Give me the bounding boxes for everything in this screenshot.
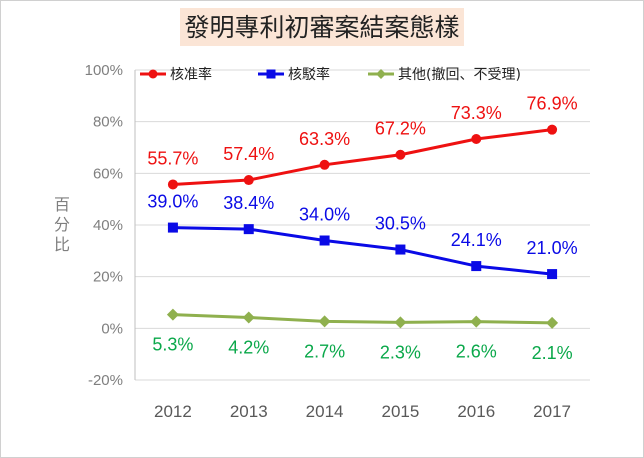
legend-marker-approval: [148, 69, 158, 79]
data-point-rejection: [395, 244, 406, 255]
x-tick-label: 2013: [230, 402, 268, 421]
data-label-approval: 67.2%: [375, 119, 426, 139]
y-tick-label: 40%: [93, 217, 123, 234]
data-label-other: 2.6%: [456, 342, 497, 362]
data-point-rejection: [243, 224, 254, 235]
y-axis-label-char: 分: [54, 215, 70, 234]
data-label-other: 5.3%: [152, 335, 193, 355]
data-point-rejection: [471, 261, 482, 272]
series-line-approval: [172, 128, 553, 186]
axes: -20% 0% 20% 40% 60% 80% 100% 2012 2013 2014 2015 20…: [85, 62, 571, 421]
data-point-rejection: [319, 235, 330, 246]
data-point-rejection: [547, 269, 558, 280]
x-tick-label: 2015: [382, 402, 420, 421]
legend-label-other: 其他(撤回、不受理): [398, 67, 521, 83]
legend-label-approval: 核准率: [170, 66, 212, 83]
data-point-approval: [395, 149, 406, 160]
chart-title-background: [180, 8, 464, 46]
legend-marker-other: [376, 69, 386, 79]
data-label-rejection: 30.5%: [375, 214, 426, 234]
data-label-other: 4.2%: [228, 337, 269, 357]
data-point-other: [242, 311, 255, 324]
data-label-approval: 73.3%: [451, 103, 502, 123]
chart-title-group: 發明專利初審案結案態樣: [180, 8, 464, 46]
legend: 核准率 核駁率 其他(撤回、不受理): [140, 66, 521, 83]
y-tick-label: 20%: [93, 269, 123, 286]
data-label-rejection: 21.0%: [527, 238, 578, 258]
y-tick-label: 0%: [101, 320, 123, 337]
data-point-approval: [243, 175, 254, 186]
data-point-approval: [471, 133, 482, 144]
data-point-other: [166, 308, 179, 321]
data-label-approval: 57.4%: [223, 144, 274, 164]
y-tick-label: 100%: [85, 62, 123, 79]
legend-label-rejection: 核駁率: [288, 66, 330, 83]
x-tick-label: 2012: [154, 402, 192, 421]
data-label-other: 2.1%: [532, 343, 573, 363]
data-point-other: [470, 315, 483, 328]
data-label-rejection: 38.4%: [223, 193, 274, 213]
y-axis-label-char: 百: [54, 195, 70, 214]
data-point-other: [394, 316, 407, 329]
series-line-other: [172, 313, 553, 325]
y-tick-label: 80%: [93, 114, 123, 131]
data-point-rejection: [167, 222, 178, 233]
x-tick-label: 2017: [533, 402, 571, 421]
chart-title: 發明專利初審案結案態樣: [184, 13, 459, 42]
data-label-approval: 55.7%: [147, 148, 198, 168]
y-tick-label: -20%: [88, 372, 123, 389]
legend-marker-rejection: [266, 69, 276, 79]
y-tick-label: 60%: [93, 165, 123, 182]
data-point-other: [546, 316, 559, 329]
series-line-rejection: [172, 226, 553, 276]
data-label-other: 2.3%: [380, 342, 421, 362]
y-axis-label: 百分比: [54, 195, 70, 254]
data-point-approval: [319, 159, 330, 170]
data-point-approval: [167, 179, 178, 190]
data-label-rejection: 39.0%: [147, 192, 198, 212]
data-label-approval: 63.3%: [299, 129, 350, 149]
series-layer: 55.7% 57.4% 63.3% 67.2% 73.3% 76.9% 39.0% 38.4%…: [147, 94, 577, 363]
data-label-rejection: 24.1%: [451, 230, 502, 250]
data-point-approval: [547, 124, 558, 135]
data-label-rejection: 34.0%: [299, 205, 350, 225]
data-label-approval: 76.9%: [527, 94, 578, 114]
x-tick-label: 2016: [457, 402, 495, 421]
x-tick-label: 2014: [306, 402, 344, 421]
y-axis-label-char: 比: [54, 235, 70, 254]
data-point-other: [318, 315, 331, 328]
data-label-other: 2.7%: [304, 341, 345, 361]
gridlines: [135, 69, 590, 381]
